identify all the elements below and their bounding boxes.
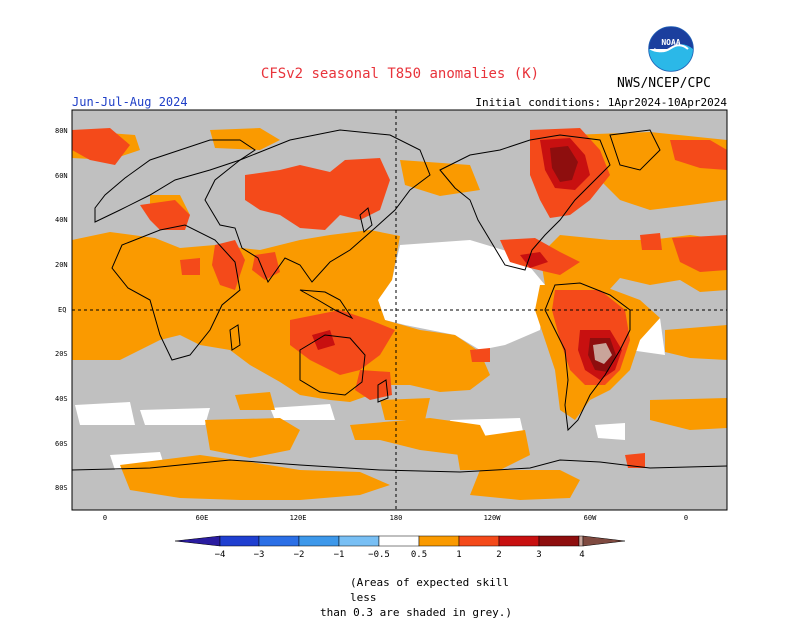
lat-label: 80S [55,484,68,492]
colorbar-swatch [538,535,580,547]
colorbar-labels: −4 −3 −2 −1 −0.5 0.5 1 2 3 4 [215,550,585,560]
lat-label: 40S [55,395,68,403]
outline-north-america [439,134,611,271]
lon-label: 180 [390,514,403,522]
colorbar-label: −1 [334,550,345,560]
lat-label: 60S [55,440,68,448]
colorbar-label: 0.5 [411,550,427,560]
colorbar-swatch [378,535,420,547]
outline-south-america [544,282,631,432]
latitude-labels: 80N 60N 40N 20N EQ 20S 40S 60S 80S [55,127,68,492]
outline-australia [299,334,366,396]
colorbar-label: 4 [579,550,584,560]
longitude-labels: 0 60E 120E 180 120W 60W 0 [103,514,688,522]
skill-footnote: (Areas of expected skill less than 0.3 a… [320,575,540,620]
colorbar-label: −4 [215,550,226,560]
lat-label: 20N [55,261,68,269]
noaa-logo: NOAA [648,26,694,72]
outline-asia [204,129,431,284]
colorbar-swatch [338,535,380,547]
outline-africa [111,224,241,361]
lon-label: 120E [290,514,307,522]
colorbar-lower-arrow [174,535,221,547]
outline-southeast-asia [299,289,354,320]
footnote-line-1: (Areas of expected skill less [350,576,509,604]
lat-label: 40N [55,216,68,224]
colorbar [174,535,626,547]
lat-label: 20S [55,350,68,358]
colorbar-swatch [578,535,584,547]
outline-japan [359,207,373,233]
colorbar-upper-arrow [582,535,626,547]
colorbar-swatch [219,535,260,547]
lon-label: 0 [103,514,107,522]
continent-outlines [72,129,727,473]
colorbar-label: 2 [496,550,501,560]
colorbar-swatch [498,535,540,547]
outline-europe [94,139,256,223]
colorbar-swatch [458,535,500,547]
outline-antarctica [72,459,727,473]
colorbar-swatch [298,535,340,547]
colorbar-swatch [258,535,300,547]
outline-greenland [609,129,661,171]
agency-label: NWS/NCEP/CPC [617,76,711,91]
footnote-line-2: than 0.3 are shaded in grey.) [320,606,513,619]
lon-label: 60W [584,514,597,522]
lon-label: 120W [484,514,502,522]
colorbar-label: −2 [294,550,305,560]
colorbar-label: −0.5 [368,550,390,560]
colorbar-label: 3 [536,550,541,560]
chart-title: CFSv2 seasonal T850 anomalies (K) [260,66,540,82]
lat-label: 60N [55,172,68,180]
season-label: Jun-Jul-Aug 2024 [72,95,188,109]
colorbar-label: 1 [456,550,461,560]
outline-new-zealand [377,379,389,403]
outline-madagascar [229,324,241,351]
colorbar-label: −3 [254,550,265,560]
lat-label: 80N [55,127,68,135]
initial-conditions-label: Initial conditions: 1Apr2024-10Apr2024 [475,96,727,109]
lon-label: 60E [196,514,209,522]
lat-label: EQ [58,306,66,314]
noaa-logo-text: NOAA [661,38,680,47]
colorbar-swatch [418,535,460,547]
lon-label: 0 [684,514,688,522]
rose-anomaly-areas [593,343,612,364]
